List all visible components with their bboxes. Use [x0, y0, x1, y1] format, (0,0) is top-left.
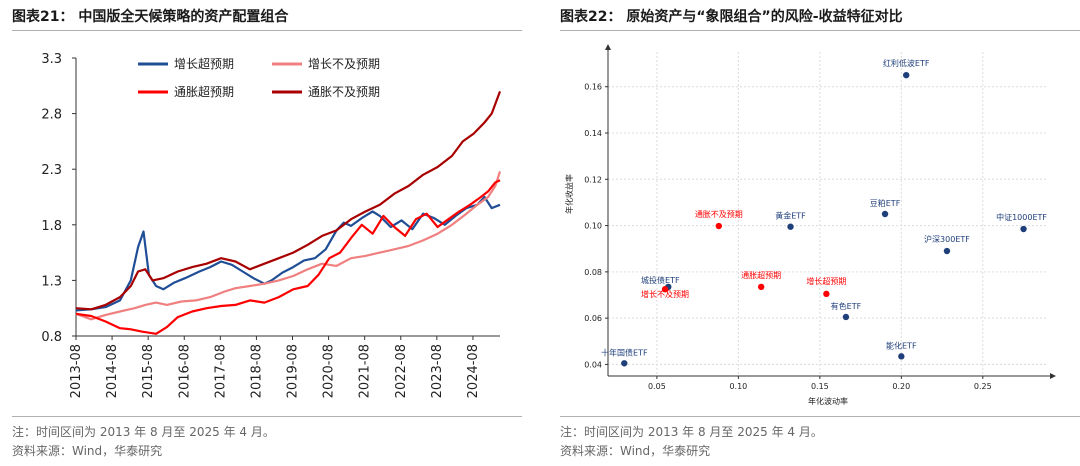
scatter-point-5: [943, 247, 951, 255]
scatter-label-2: 豆粕ETF: [870, 198, 901, 208]
y-tick-label: 0.10: [584, 222, 602, 231]
x-axis-title: 年化波动率: [808, 396, 848, 406]
x-tick-label: 0.15: [811, 382, 829, 391]
y-tick-label: 0.06: [584, 314, 602, 323]
scatter-point-11: [757, 283, 765, 291]
x-tick-label: 2020-08: [322, 344, 337, 398]
x-axis-arrow: [1050, 373, 1056, 379]
x-tick-label: 0.10: [729, 382, 747, 391]
scatter-label-4: 中证1000ETF: [996, 212, 1047, 222]
y-tick-label: 2.8: [41, 108, 62, 123]
right-title-rule: [560, 30, 1080, 31]
scatter-label-9: 十年国债ETF: [601, 347, 648, 357]
legend-label-4: 通胀不及预期: [308, 85, 380, 99]
scatter-label-11: 通胀超预期: [741, 270, 781, 280]
x-tick-label: 2021-08: [358, 344, 373, 398]
scatter-label-10: 通胀不及预期: [695, 209, 743, 219]
scatter-point-2: [881, 210, 889, 218]
scatter-label-12: 增长超预期: [806, 276, 846, 286]
x-tick-label: 2015-08: [141, 344, 156, 398]
scatter-point-10: [715, 222, 723, 230]
right-source: 资料来源：Wind，华泰研究: [560, 444, 711, 458]
left-source: 资料来源：Wind，华泰研究: [12, 444, 163, 458]
series-line-4: [75, 91, 502, 311]
left-note: 注：时间区间为 2013 年 8 月至 2025 年 4 月。: [12, 425, 275, 439]
scatter-label-3: 黄金ETF: [775, 211, 806, 221]
scatter-label-1: 红利低波ETF: [883, 58, 930, 68]
y-tick-label: 0.16: [584, 83, 602, 92]
x-tick-label: 2024-08: [466, 344, 481, 398]
y-tick-label: 1.3: [41, 274, 62, 289]
series-line-2: [75, 171, 502, 321]
legend-label-3: 通胀超预期: [174, 84, 234, 99]
x-tick-label: 2018-08: [249, 344, 264, 398]
legend-label-2: 增长不及预期: [308, 57, 380, 71]
x-tick-label: 2022-08: [394, 344, 409, 398]
y-tick-label: 3.3: [41, 52, 62, 67]
x-tick-label: 2014-08: [105, 344, 120, 398]
right-note: 注：时间区间为 2013 年 8 月至 2025 年 4 月。: [560, 425, 823, 439]
x-tick-label: 2023-08: [430, 344, 445, 398]
y-tick-label: 1.8: [41, 219, 62, 234]
y-tick-label: 0.08: [584, 268, 602, 277]
right-figure-title: 图表22： 原始资产与“象限组合”的风险-收益特征对比: [560, 9, 903, 25]
scatter-label-6: 城投债ETF: [641, 275, 680, 285]
line-chart: 3.3 2.8 2.3 1.8 1.3 0.8 2013-08 2014-08 2015-08 2…: [41, 52, 502, 398]
scatter-label-5: 沪深300ETF: [924, 234, 970, 244]
scatter-point-1: [903, 71, 910, 79]
scatter-point-12: [823, 290, 830, 298]
left-figure-panel: 图表21： 中国版全天候策略的资产配置组合 3.3 2.8 2.3 1.8 1.3 0.8…: [0, 0, 530, 466]
right-bottom-rule: [560, 416, 1080, 417]
y-tick-label: 0.04: [584, 360, 602, 369]
legend-label-1: 增长超预期: [174, 56, 234, 71]
scatter-label-8: 能化ETF: [886, 340, 917, 350]
scatter-point-4: [1020, 225, 1027, 233]
scatter-point-3: [787, 223, 794, 230]
x-tick-label: 2016-08: [177, 344, 192, 398]
y-axis-title: 年化收益率: [564, 174, 574, 214]
left-figure-title: 图表21： 中国版全天候策略的资产配置组合: [12, 9, 289, 25]
y-tick-label: 2.3: [41, 163, 62, 178]
left-title-rule: [12, 30, 522, 31]
x-tick-label: 0.20: [892, 382, 910, 391]
x-tick-label: 2017-08: [213, 344, 228, 398]
x-tick-label: 2019-08: [286, 344, 301, 398]
y-tick-label: 0.8: [41, 330, 62, 345]
scatter-label-7: 有色ETF: [831, 301, 862, 311]
x-tick-label: 2013-08: [69, 344, 84, 398]
x-tick-label: 0.05: [648, 382, 666, 391]
y-tick-label: 0.14: [584, 129, 602, 138]
y-axis-arrow: [605, 44, 611, 50]
scatter-point-9: [621, 360, 628, 367]
series-line-3: [75, 179, 501, 335]
scatter-chart: 0.16 0.14 0.12 0.10 0.08 0.06 0.04 0.05 0.10 0.15…: [564, 44, 1056, 406]
right-figure-panel: 图表22： 原始资产与“象限组合”的风险-收益特征对比 0.16 0.14 0.12…: [548, 0, 1080, 466]
left-bottom-rule: [12, 416, 522, 417]
scatter-point-13: [661, 286, 669, 293]
scatter-point-7: [842, 313, 850, 321]
scatter-point-8: [898, 353, 905, 360]
scatter-label-13: 增长不及预期: [641, 289, 689, 299]
x-tick-label: 0.25: [974, 382, 992, 391]
y-tick-label: 0.12: [584, 175, 602, 184]
